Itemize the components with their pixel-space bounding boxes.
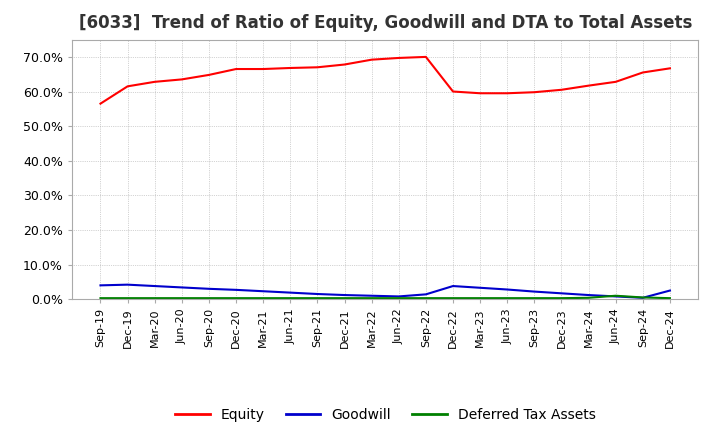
Goodwill	[341, 293, 349, 298]
Deferred Tax Assets	[476, 296, 485, 301]
Goodwill	[367, 293, 376, 298]
Equity	[503, 91, 511, 96]
Equity	[584, 83, 593, 88]
Equity	[286, 66, 294, 71]
Goodwill	[395, 294, 403, 299]
Deferred Tax Assets	[611, 293, 620, 298]
Deferred Tax Assets	[367, 296, 376, 301]
Line: Deferred Tax Assets: Deferred Tax Assets	[101, 296, 670, 298]
Equity	[204, 72, 213, 77]
Goodwill	[96, 283, 105, 288]
Deferred Tax Assets	[395, 296, 403, 301]
Equity	[150, 79, 159, 84]
Equity	[232, 66, 240, 72]
Deferred Tax Assets	[421, 296, 430, 301]
Equity	[530, 90, 539, 95]
Equity	[476, 91, 485, 96]
Goodwill	[611, 294, 620, 299]
Legend: Equity, Goodwill, Deferred Tax Assets: Equity, Goodwill, Deferred Tax Assets	[169, 402, 601, 427]
Deferred Tax Assets	[96, 296, 105, 301]
Equity	[611, 79, 620, 84]
Goodwill	[639, 295, 647, 301]
Deferred Tax Assets	[286, 296, 294, 301]
Deferred Tax Assets	[178, 296, 186, 301]
Deferred Tax Assets	[259, 296, 268, 301]
Equity	[313, 65, 322, 70]
Line: Equity: Equity	[101, 57, 670, 104]
Equity	[259, 66, 268, 72]
Goodwill	[449, 283, 457, 289]
Goodwill	[313, 291, 322, 297]
Goodwill	[259, 289, 268, 294]
Equity	[665, 66, 674, 71]
Deferred Tax Assets	[123, 296, 132, 301]
Deferred Tax Assets	[150, 296, 159, 301]
Goodwill	[476, 285, 485, 290]
Equity	[449, 89, 457, 94]
Deferred Tax Assets	[639, 295, 647, 300]
Equity	[96, 101, 105, 106]
Deferred Tax Assets	[449, 296, 457, 301]
Deferred Tax Assets	[530, 296, 539, 301]
Deferred Tax Assets	[503, 296, 511, 301]
Deferred Tax Assets	[204, 296, 213, 301]
Goodwill	[503, 287, 511, 292]
Goodwill	[584, 293, 593, 298]
Equity	[639, 70, 647, 75]
Equity	[178, 77, 186, 82]
Deferred Tax Assets	[232, 296, 240, 301]
Line: Goodwill: Goodwill	[101, 285, 670, 298]
Goodwill	[286, 290, 294, 295]
Deferred Tax Assets	[665, 296, 674, 301]
Goodwill	[557, 291, 566, 296]
Goodwill	[204, 286, 213, 291]
Equity	[341, 62, 349, 67]
Deferred Tax Assets	[313, 296, 322, 301]
Goodwill	[421, 292, 430, 297]
Goodwill	[665, 288, 674, 293]
Deferred Tax Assets	[557, 296, 566, 301]
Equity	[421, 54, 430, 59]
Goodwill	[530, 289, 539, 294]
Deferred Tax Assets	[341, 296, 349, 301]
Equity	[123, 84, 132, 89]
Goodwill	[232, 287, 240, 293]
Goodwill	[123, 282, 132, 287]
Equity	[557, 87, 566, 92]
Equity	[367, 57, 376, 62]
Deferred Tax Assets	[584, 295, 593, 301]
Goodwill	[150, 283, 159, 289]
Equity	[395, 55, 403, 61]
Title: [6033]  Trend of Ratio of Equity, Goodwill and DTA to Total Assets: [6033] Trend of Ratio of Equity, Goodwil…	[78, 15, 692, 33]
Goodwill	[178, 285, 186, 290]
